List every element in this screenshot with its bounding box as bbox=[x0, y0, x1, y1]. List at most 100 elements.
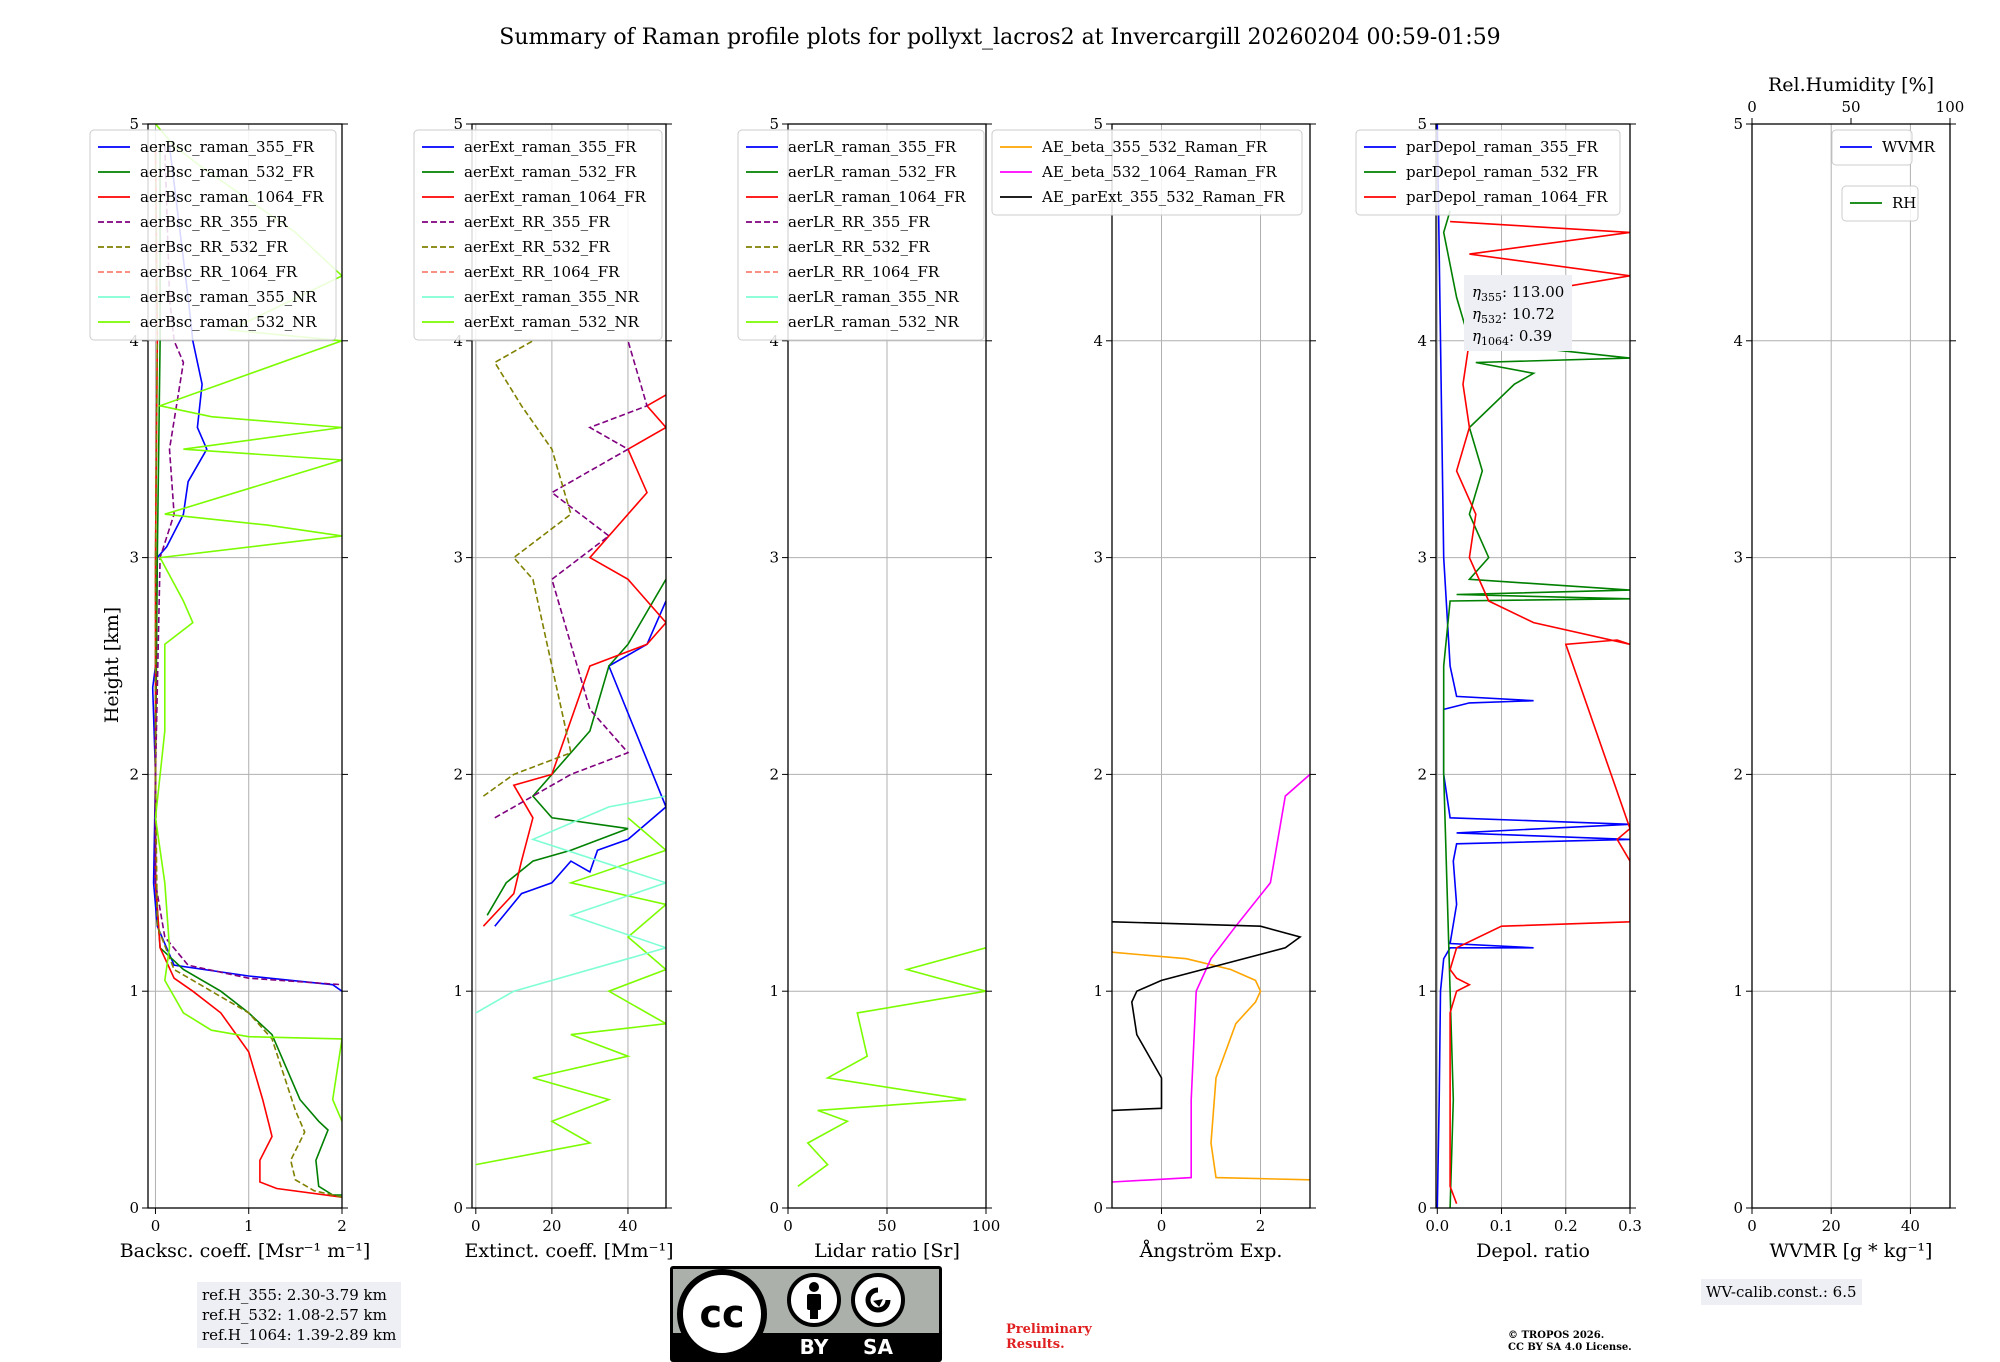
panel-water-vapor: 0 20 40 0 1 2 3 4 5 WVMR [g * kg⁻¹] 0 50 100Rel.Humi… bbox=[1733, 74, 1964, 1262]
preliminary-line-1: Preliminary bbox=[1006, 1322, 1092, 1337]
y-tick-label: 4 bbox=[129, 332, 139, 350]
y-tick-label: 3 bbox=[1093, 549, 1103, 567]
y-tick-label: 5 bbox=[1093, 115, 1103, 133]
cc-text: cc bbox=[699, 1292, 744, 1336]
y-tick-label: 2 bbox=[769, 765, 779, 783]
y-tick-label: 1 bbox=[453, 982, 463, 1000]
legend-label: aerBsc_RR_532_FR bbox=[140, 238, 288, 256]
series-line-aerExt_raman_355_FR bbox=[494, 600, 666, 927]
y-tick-label: 4 bbox=[1417, 332, 1427, 350]
series-line-AE_beta_532_1064_Raman_FR bbox=[1112, 773, 1310, 1183]
y-axis-label: Height [km] bbox=[101, 607, 123, 723]
series-group bbox=[797, 947, 986, 1187]
legend-label: WVMR bbox=[1882, 138, 1936, 156]
x-tick-label: 0.3 bbox=[1618, 1217, 1642, 1235]
series-line-AE_beta_355_532_Raman_FR bbox=[1112, 951, 1310, 1181]
legend-label: parDepol_raman_355_FR bbox=[1406, 138, 1599, 156]
x-tick-label: 0 bbox=[471, 1217, 481, 1235]
x-axis-label: Extinct. coeff. [Mm⁻¹] bbox=[464, 1240, 673, 1262]
y-tick-label: 2 bbox=[129, 765, 139, 783]
y-tick-label: 0 bbox=[769, 1199, 779, 1217]
depol-annotation-line: η355: 113.00 bbox=[1472, 283, 1564, 304]
legend-label: aerExt_raman_1064_FR bbox=[464, 188, 646, 206]
legend-frame bbox=[413, 129, 663, 341]
series-line-parDepol_raman_355_FR bbox=[1436, 124, 1630, 1208]
copyright-note: © TROPOS 2026. CC BY SA 4.0 License. bbox=[1508, 1330, 1632, 1354]
sa-label: SA bbox=[863, 1335, 893, 1359]
series-line-aerExt_RR_355_FR bbox=[494, 340, 648, 819]
legend-label: parDepol_raman_532_FR bbox=[1406, 163, 1599, 181]
series-line-aerBsc_raman_1064_FR bbox=[154, 145, 342, 1198]
y-tick-label: 3 bbox=[1733, 549, 1743, 567]
x-axis-label: Backsc. coeff. [Msr⁻¹ m⁻¹] bbox=[120, 1240, 371, 1262]
y-tick-label: 1 bbox=[1093, 982, 1103, 1000]
legend-label: aerBsc_raman_355_NR bbox=[140, 288, 317, 306]
x-tick-label: 0 bbox=[783, 1217, 793, 1235]
series-line-aerBsc_RR_532_FR bbox=[154, 145, 342, 1198]
y-tick-label: 1 bbox=[1417, 982, 1427, 1000]
panel-angstrom: 0 2 0 1 2 3 4 5 Ångström Exp. AE_beta_355_532_Ram… bbox=[991, 115, 1316, 1262]
legend-label: aerLR_RR_355_FR bbox=[788, 213, 930, 231]
y-tick-label: 3 bbox=[129, 549, 139, 567]
y-tick-label: 3 bbox=[1417, 549, 1427, 567]
axes-frame bbox=[1111, 123, 1311, 1209]
legend-label: aerExt_RR_355_FR bbox=[464, 213, 611, 231]
x-axis-label: WVMR [g * kg⁻¹] bbox=[1770, 1240, 1933, 1262]
panel-lidar-ratio: 0 50 100 0 1 2 3 4 5 Lidar ratio [Sr] aerLR_raman_… bbox=[737, 115, 1001, 1262]
y-tick-label: 4 bbox=[769, 332, 779, 350]
x-tick-label: 0 bbox=[151, 1217, 161, 1235]
legend-frame bbox=[1355, 129, 1621, 216]
legend-frame bbox=[737, 129, 985, 341]
series-line-parDepol_raman_532_FR bbox=[1442, 210, 1630, 1208]
panel-depolarization: 0.0 0.1 0.2 0.3 0 1 2 3 4 5 Depol. ratio parDepol_r… bbox=[1355, 115, 1642, 1262]
legend-label: aerLR_raman_1064_FR bbox=[788, 188, 966, 206]
legend-label: aerLR_RR_532_FR bbox=[788, 238, 930, 256]
legend-label: aerBsc_raman_1064_FR bbox=[140, 188, 324, 206]
y-tick-label: 3 bbox=[769, 549, 779, 567]
x-tick-label: 0 bbox=[1747, 1217, 1757, 1235]
x-tick-label: 0 bbox=[1157, 1217, 1167, 1235]
y-tick-label: 0 bbox=[129, 1199, 139, 1217]
y-tick-label: 0 bbox=[1417, 1199, 1427, 1217]
x-tick-label: 20 bbox=[542, 1217, 561, 1235]
series-line-parDepol_raman_1064_FR bbox=[1449, 220, 1630, 1204]
axes-frame bbox=[471, 123, 667, 1209]
x-tick-label: 100 bbox=[972, 1217, 1001, 1235]
series-line-aerExt_raman_532_NR bbox=[475, 817, 666, 1166]
legend-label: aerBsc_raman_355_FR bbox=[140, 138, 315, 156]
panel-backscatter: 0 1 2 0 1 2 3 4 5 Backsc. coeff. [Msr⁻¹ m⁻¹] aerBs… bbox=[89, 115, 371, 1262]
top-x-tick-label: 100 bbox=[1936, 98, 1965, 116]
legend-label: aerBsc_raman_532_NR bbox=[140, 313, 317, 331]
x-tick-label: 40 bbox=[618, 1217, 637, 1235]
legend-label: aerExt_raman_532_NR bbox=[464, 313, 640, 331]
ref-h-532: ref.H_532: 1.08-2.57 km bbox=[202, 1306, 387, 1324]
series-line-aerExt_raman_355_NR bbox=[475, 795, 666, 1014]
series-line-aerExt_raman_532_FR bbox=[486, 578, 666, 916]
legend-label: aerExt_raman_355_NR bbox=[464, 288, 640, 306]
legend-frame bbox=[89, 129, 337, 341]
y-tick-label: 4 bbox=[1093, 332, 1103, 350]
y-tick-label: 5 bbox=[129, 115, 139, 133]
legend-label: aerBsc_RR_355_FR bbox=[140, 213, 288, 231]
legend-label: aerExt_raman_355_FR bbox=[464, 138, 637, 156]
legend-label: aerExt_raman_532_FR bbox=[464, 163, 637, 181]
y-tick-label: 2 bbox=[1417, 765, 1427, 783]
legend-label: parDepol_raman_1064_FR bbox=[1406, 188, 1608, 206]
reference-height-box: ref.H_355: 2.30-3.79 km ref.H_532: 1.08-… bbox=[197, 1282, 402, 1348]
axes-frame bbox=[1751, 123, 1951, 1209]
by-label: BY bbox=[800, 1335, 829, 1359]
y-tick-label: 5 bbox=[453, 115, 463, 133]
top-x-tick-label: 0 bbox=[1747, 98, 1757, 116]
x-tick-label: 40 bbox=[1901, 1217, 1920, 1235]
legend-label: AE_parExt_355_532_Raman_FR bbox=[1041, 188, 1286, 206]
legend-label: aerLR_raman_355_FR bbox=[788, 138, 957, 156]
y-tick-label: 1 bbox=[1733, 982, 1743, 1000]
legend-label: AE_beta_532_1064_Raman_FR bbox=[1041, 163, 1277, 181]
figure-title: Summary of Raman profile plots for polly… bbox=[499, 25, 1500, 50]
axes-frame bbox=[147, 123, 343, 1209]
series-line-aerExt_raman_1064_FR bbox=[482, 394, 666, 927]
y-tick-label: 4 bbox=[453, 332, 463, 350]
top-x-axis-label: Rel.Humidity [%] bbox=[1768, 74, 1934, 96]
y-tick-label: 2 bbox=[453, 765, 463, 783]
series-line-aerLR_raman_532_NR bbox=[797, 947, 986, 1187]
